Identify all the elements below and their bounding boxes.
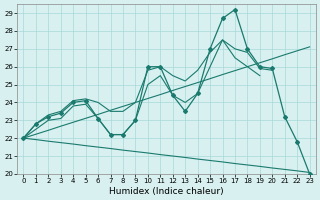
- X-axis label: Humidex (Indice chaleur): Humidex (Indice chaleur): [109, 187, 224, 196]
